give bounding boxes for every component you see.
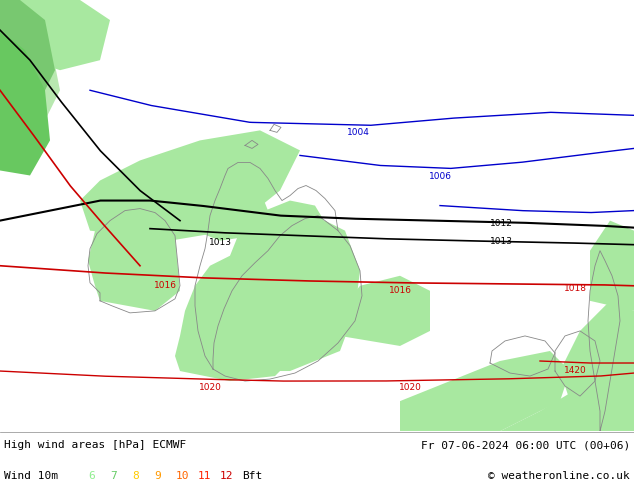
Polygon shape bbox=[190, 175, 270, 241]
Text: Bft: Bft bbox=[242, 471, 262, 481]
Text: 10: 10 bbox=[176, 471, 190, 481]
Text: 1016: 1016 bbox=[153, 281, 176, 290]
Polygon shape bbox=[400, 351, 570, 431]
Text: © weatheronline.co.uk: © weatheronline.co.uk bbox=[488, 471, 630, 481]
Polygon shape bbox=[500, 361, 634, 431]
Polygon shape bbox=[0, 30, 50, 175]
Text: High wind areas [hPa] ECMWF: High wind areas [hPa] ECMWF bbox=[4, 441, 186, 450]
Polygon shape bbox=[340, 276, 430, 346]
Polygon shape bbox=[80, 130, 300, 241]
Polygon shape bbox=[175, 200, 330, 381]
Text: 11: 11 bbox=[198, 471, 212, 481]
Text: 9: 9 bbox=[154, 471, 161, 481]
Text: Fr 07-06-2024 06:00 UTC (00+06): Fr 07-06-2024 06:00 UTC (00+06) bbox=[421, 441, 630, 450]
Polygon shape bbox=[88, 211, 180, 311]
Text: 1420: 1420 bbox=[564, 366, 586, 375]
Text: 8: 8 bbox=[132, 471, 139, 481]
Text: Wind 10m: Wind 10m bbox=[4, 471, 58, 481]
Text: 1018: 1018 bbox=[564, 284, 586, 293]
Polygon shape bbox=[590, 220, 634, 311]
Text: 1016: 1016 bbox=[389, 286, 411, 295]
Polygon shape bbox=[0, 0, 110, 70]
Text: 1020: 1020 bbox=[198, 383, 221, 392]
Polygon shape bbox=[560, 301, 634, 431]
Text: 6: 6 bbox=[88, 471, 94, 481]
Text: 1013: 1013 bbox=[490, 237, 513, 245]
Text: 1020: 1020 bbox=[399, 383, 422, 392]
Polygon shape bbox=[0, 0, 55, 121]
Text: 1006: 1006 bbox=[429, 172, 451, 181]
Polygon shape bbox=[0, 0, 60, 150]
Text: 7: 7 bbox=[110, 471, 117, 481]
Text: 1013: 1013 bbox=[209, 238, 231, 246]
Text: 12: 12 bbox=[220, 471, 233, 481]
Text: 1012: 1012 bbox=[490, 219, 513, 228]
Polygon shape bbox=[225, 220, 360, 371]
Text: 1004: 1004 bbox=[347, 128, 370, 137]
